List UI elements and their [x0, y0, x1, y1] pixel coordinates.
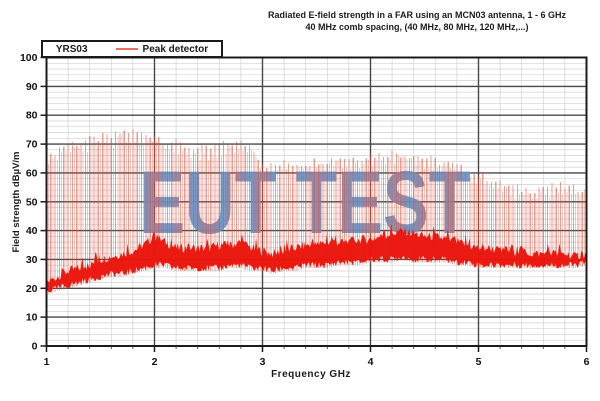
legend-series-label: Peak detector [142, 43, 209, 55]
svg-text:70: 70 [26, 139, 38, 151]
svg-text:50: 50 [26, 196, 38, 208]
noise-floor [46, 223, 587, 293]
svg-text:3: 3 [260, 356, 266, 368]
x-tick-labels: 1 2 3 4 5 6 [44, 356, 590, 368]
svg-text:60: 60 [26, 167, 38, 179]
svg-text:2: 2 [152, 356, 158, 368]
svg-text:10: 10 [26, 312, 38, 324]
axis-minor-ticks [67, 346, 566, 349]
svg-text:20: 20 [26, 283, 38, 295]
chart-title-line1: Radiated E-field strength in a FAR using… [267, 10, 567, 20]
svg-text:40: 40 [26, 225, 38, 237]
svg-text:80: 80 [26, 110, 38, 122]
svg-text:100: 100 [20, 52, 38, 64]
y-tick-labels: 0 10 20 30 40 50 60 70 80 90 100 [20, 52, 38, 353]
svg-text:6: 6 [584, 356, 590, 368]
svg-text:5: 5 [476, 356, 482, 368]
svg-text:30: 30 [26, 254, 38, 266]
svg-text:90: 90 [26, 81, 38, 93]
legend-device-label: YRS03 [55, 43, 88, 55]
axis-ticks [40, 56, 588, 352]
svg-text:4: 4 [368, 356, 374, 368]
peak-detector-line-sample [115, 48, 138, 50]
chart-title-line2: 40 MHz comb spacing, (40 MHz, 80 MHz, 12… [305, 22, 529, 32]
chart-title: Radiated E-field strength in a FAR using… [227, 9, 600, 33]
comb-lines [46, 129, 587, 295]
svg-text:1: 1 [44, 356, 50, 368]
x-axis-title: Frequency GHz [271, 369, 351, 380]
svg-text:0: 0 [32, 341, 38, 353]
